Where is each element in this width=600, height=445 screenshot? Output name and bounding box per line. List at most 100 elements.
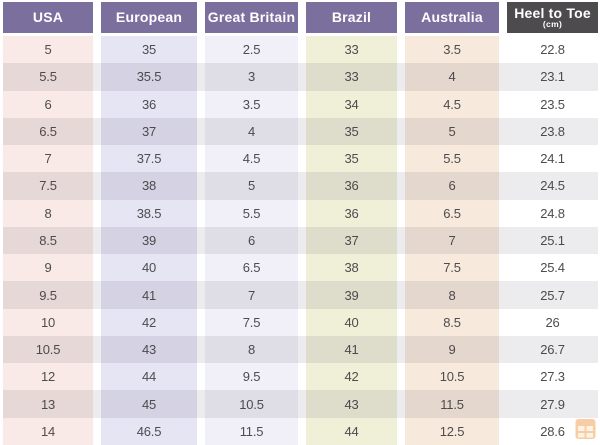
table-cell: 4 bbox=[205, 117, 298, 146]
table-cell: 10.5 bbox=[205, 390, 298, 418]
table-cell: 42 bbox=[101, 308, 197, 336]
table-cell: 24.8 bbox=[507, 199, 598, 227]
table-body: 5 35 2.5 33 3.5 22.8 5.5 35.5 3 33 4 23.1 6 36 3.5 34 4.… bbox=[3, 36, 598, 445]
table-cell: 3.5 bbox=[205, 90, 298, 118]
table-cell: 3 bbox=[205, 63, 298, 91]
table-cell: 8.5 bbox=[405, 308, 499, 336]
table-row: 8.5 39 6 37 7 25.1 bbox=[3, 226, 598, 255]
table-cell: 38 bbox=[306, 254, 397, 282]
table-cell: 10 bbox=[3, 308, 93, 336]
table-cell: 4 bbox=[405, 63, 499, 91]
table-cell: 9 bbox=[3, 254, 93, 282]
column-header-heel-to-toe: Heel to Toe (cm) bbox=[507, 2, 598, 33]
table-cell: 13 bbox=[3, 390, 93, 418]
table-cell: 9.5 bbox=[3, 281, 93, 309]
table-cell: 11.5 bbox=[205, 417, 298, 445]
table-cell: 12 bbox=[3, 363, 93, 391]
table-cell: 5 bbox=[205, 172, 298, 200]
table-cell: 35 bbox=[101, 36, 197, 64]
table-cell: 25.1 bbox=[507, 226, 598, 255]
table-cell: 4.5 bbox=[205, 145, 298, 173]
table-cell: 23.1 bbox=[507, 63, 598, 91]
column-header-label: Heel to Toe bbox=[514, 4, 591, 21]
table-cell: 24.1 bbox=[507, 145, 598, 173]
table-cell: 12.5 bbox=[405, 417, 499, 445]
table-cell: 9 bbox=[405, 335, 499, 364]
table-cell: 38 bbox=[101, 172, 197, 200]
table-row: 6 36 3.5 34 4.5 23.5 bbox=[3, 90, 598, 118]
table-cell: 14 bbox=[3, 417, 93, 445]
table-cell: 7.5 bbox=[3, 172, 93, 200]
table-cell: 41 bbox=[306, 335, 397, 364]
table-cell: 6 bbox=[405, 172, 499, 200]
table-cell: 6.5 bbox=[205, 254, 298, 282]
table-cell: 26 bbox=[507, 308, 598, 336]
table-cell: 10.5 bbox=[405, 363, 499, 391]
table-cell: 4.5 bbox=[405, 90, 499, 118]
table-cell: 39 bbox=[306, 281, 397, 309]
table-cell: 37 bbox=[306, 226, 397, 255]
table-cell: 6 bbox=[3, 90, 93, 118]
column-header-label: Australia bbox=[421, 9, 483, 26]
table-cell: 41 bbox=[101, 281, 197, 309]
table-cell: 45 bbox=[101, 390, 197, 418]
table-cell: 35.5 bbox=[101, 63, 197, 91]
table-cell: 6 bbox=[205, 226, 298, 255]
table-cell: 8.5 bbox=[3, 226, 93, 255]
table-row: 13 45 10.5 43 11.5 27.9 bbox=[3, 390, 598, 418]
table-cell: 23.8 bbox=[507, 117, 598, 146]
table-row: 14 46.5 11.5 44 12.5 28.6 bbox=[3, 417, 598, 445]
table-cell: 34 bbox=[306, 90, 397, 118]
column-header-european: European bbox=[101, 2, 197, 33]
table-cell: 37 bbox=[101, 117, 197, 146]
column-header-label: Brazil bbox=[331, 9, 372, 26]
table-cell: 8 bbox=[405, 281, 499, 309]
table-cell: 5.5 bbox=[205, 199, 298, 227]
table-cell: 46.5 bbox=[101, 417, 197, 445]
table-row: 9 40 6.5 38 7.5 25.4 bbox=[3, 254, 598, 282]
table-cell: 7 bbox=[3, 145, 93, 173]
table-cell: 6.5 bbox=[405, 199, 499, 227]
column-header-label: USA bbox=[32, 9, 64, 26]
table-cell: 33 bbox=[306, 36, 397, 64]
column-header-usa: USA bbox=[3, 2, 93, 33]
table-cell: 40 bbox=[101, 254, 197, 282]
table-cell: 7 bbox=[405, 226, 499, 255]
column-header-australia: Australia bbox=[405, 2, 499, 33]
table-cell: 8 bbox=[3, 199, 93, 227]
table-row: 8 38.5 5.5 36 6.5 24.8 bbox=[3, 199, 598, 227]
table-cell: 7.5 bbox=[405, 254, 499, 282]
column-header-label: European bbox=[115, 9, 183, 26]
table-cell: 7.5 bbox=[205, 308, 298, 336]
table-cell: 7 bbox=[205, 281, 298, 309]
table-cell: 39 bbox=[101, 226, 197, 255]
table-cell: 36 bbox=[306, 199, 397, 227]
table-row: 9.5 41 7 39 8 25.7 bbox=[3, 281, 598, 309]
table-row: 10.5 43 8 41 9 26.7 bbox=[3, 335, 598, 364]
table-header-row: USA European Great Britain Brazil Austra… bbox=[3, 2, 598, 33]
table-cell: 23.5 bbox=[507, 90, 598, 118]
table-cell: 43 bbox=[101, 335, 197, 364]
column-header-great-britain: Great Britain bbox=[205, 2, 298, 33]
table-row: 10 42 7.5 40 8.5 26 bbox=[3, 308, 598, 336]
table-cell: 35 bbox=[306, 145, 397, 173]
table-cell: 27.3 bbox=[507, 363, 598, 391]
table-cell: 27.9 bbox=[507, 390, 598, 418]
column-header-brazil: Brazil bbox=[306, 2, 397, 33]
table-cell: 3.5 bbox=[405, 36, 499, 64]
table-cell: 2.5 bbox=[205, 36, 298, 64]
table-cell: 10.5 bbox=[3, 335, 93, 364]
table-cell: 26.7 bbox=[507, 335, 598, 364]
table-row: 5 35 2.5 33 3.5 22.8 bbox=[3, 36, 598, 64]
table-cell: 35 bbox=[306, 117, 397, 146]
table-cell: 5.5 bbox=[405, 145, 499, 173]
table-row: 6.5 37 4 35 5 23.8 bbox=[3, 117, 598, 146]
table-cell: 44 bbox=[101, 363, 197, 391]
table-cell: 5.5 bbox=[3, 63, 93, 91]
table-cell: 44 bbox=[306, 417, 397, 445]
table-cell: 6.5 bbox=[3, 117, 93, 146]
column-header-label: Great Britain bbox=[207, 9, 296, 26]
table-cell: 5 bbox=[405, 117, 499, 146]
